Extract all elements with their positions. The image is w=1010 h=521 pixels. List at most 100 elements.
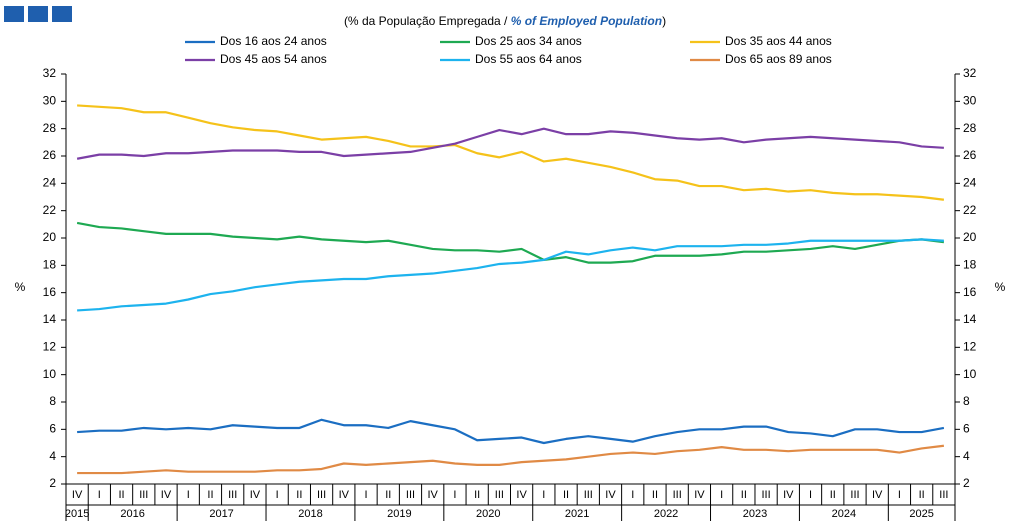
y-tick-label-right: 12 [963, 340, 977, 354]
x-tick-label: IV [250, 489, 261, 501]
x-tick-label: IV [694, 489, 705, 501]
series-line [76, 127, 944, 160]
series-line [77, 104, 945, 201]
legend-label: Dos 25 aos 34 anos [475, 34, 582, 48]
y-tick-label: 24 [43, 176, 57, 190]
x-tick-label: II [296, 489, 302, 501]
y-tick-label: 10 [43, 367, 57, 381]
y-tick-label-right: 32 [963, 66, 977, 80]
year-label: 2023 [743, 508, 767, 520]
y-tick-label-right: 8 [963, 394, 970, 408]
y-tick-label: 30 [43, 94, 57, 108]
y-tick-label: 4 [49, 449, 56, 463]
y-tick-label-right: 14 [963, 312, 977, 326]
x-tick-label: IV [516, 489, 527, 501]
y-tick-label-right: 10 [963, 367, 977, 381]
x-tick-label: I [453, 489, 456, 501]
x-tick-label: IV [428, 489, 439, 501]
y-tick-label-right: 22 [963, 203, 977, 217]
logo [4, 6, 72, 22]
series-line [77, 418, 945, 445]
y-tick-label: 32 [43, 66, 57, 80]
x-tick-label: II [830, 489, 836, 501]
y-tick-label: 8 [49, 394, 56, 408]
x-tick-label: III [406, 489, 415, 501]
subtitle-en: % of Employed Population [511, 14, 662, 28]
y-label-right: % [995, 280, 1006, 294]
x-tick-label: I [276, 489, 279, 501]
x-tick-label: I [631, 489, 634, 501]
x-tick-label: II [741, 489, 747, 501]
y-tick-label: 12 [43, 340, 57, 354]
series-line [77, 238, 944, 312]
series-line [76, 221, 945, 264]
x-tick-label: I [98, 489, 101, 501]
x-tick-label: III [762, 489, 771, 501]
y-tick-label-right: 6 [963, 422, 970, 436]
year-label: 2018 [298, 508, 322, 520]
x-tick-label: III [228, 489, 237, 501]
x-tick-label: I [809, 489, 812, 501]
x-tick-label: I [542, 489, 545, 501]
y-tick-label-right: 20 [963, 230, 977, 244]
y-tick-label-right: 26 [963, 148, 977, 162]
subtitle-end: ) [662, 14, 666, 28]
x-tick-label: I [365, 489, 368, 501]
y-tick-label: 18 [43, 258, 57, 272]
y-tick-label: 2 [49, 476, 56, 490]
y-tick-label: 22 [43, 203, 57, 217]
x-tick-label: I [720, 489, 723, 501]
y-tick-label-right: 2 [963, 476, 970, 490]
year-label: 2015 [65, 508, 89, 520]
x-tick-label: III [317, 489, 326, 501]
series-line [77, 444, 945, 475]
y-tick-label-right: 16 [963, 285, 977, 299]
legend-label: Dos 45 aos 54 anos [220, 52, 327, 66]
year-label: 2024 [832, 508, 856, 520]
x-tick-label: IV [339, 489, 350, 501]
x-tick-label: IV [605, 489, 616, 501]
year-label: 2019 [387, 508, 411, 520]
year-label: 2022 [654, 508, 678, 520]
x-tick-label: III [673, 489, 682, 501]
y-tick-label-right: 28 [963, 121, 977, 135]
x-tick-label: III [939, 489, 948, 501]
legend-label: Dos 35 aos 44 anos [725, 34, 832, 48]
y-tick-label-right: 30 [963, 94, 977, 108]
y-tick-label-right: 4 [963, 449, 970, 463]
x-tick-label: IV [161, 489, 172, 501]
x-tick-label: II [385, 489, 391, 501]
x-tick-label: II [652, 489, 658, 501]
y-tick-label: 26 [43, 148, 57, 162]
x-tick-label: II [207, 489, 213, 501]
year-label: 2020 [476, 508, 500, 520]
x-tick-label: IV [872, 489, 883, 501]
y-tick-label: 28 [43, 121, 57, 135]
y-tick-label-right: 18 [963, 258, 977, 272]
y-tick-label: 16 [43, 285, 57, 299]
year-label: 2016 [120, 508, 144, 520]
year-label: 2021 [565, 508, 589, 520]
y-tick-label: 6 [49, 422, 56, 436]
x-tick-label: IV [783, 489, 794, 501]
y-label-left: % [15, 280, 26, 294]
x-tick-label: I [898, 489, 901, 501]
x-tick-label: III [584, 489, 593, 501]
year-label: 2017 [209, 508, 233, 520]
x-tick-label: II [474, 489, 480, 501]
year-label: 2025 [909, 508, 933, 520]
x-tick-label: II [919, 489, 925, 501]
subtitle-pt: (% da População Empregada / [344, 14, 511, 28]
x-tick-label: III [139, 489, 148, 501]
x-tick-label: II [563, 489, 569, 501]
subtitle: (% da População Empregada / % of Employe… [344, 14, 666, 28]
x-tick-label: I [187, 489, 190, 501]
x-tick-label: III [495, 489, 504, 501]
x-tick-label: III [850, 489, 859, 501]
y-tick-label: 20 [43, 230, 57, 244]
y-tick-label: 14 [43, 312, 57, 326]
legend-label: Dos 55 aos 64 anos [475, 52, 582, 66]
legend-label: Dos 16 aos 24 anos [220, 34, 327, 48]
legend-label: Dos 65 aos 89 anos [725, 52, 832, 66]
